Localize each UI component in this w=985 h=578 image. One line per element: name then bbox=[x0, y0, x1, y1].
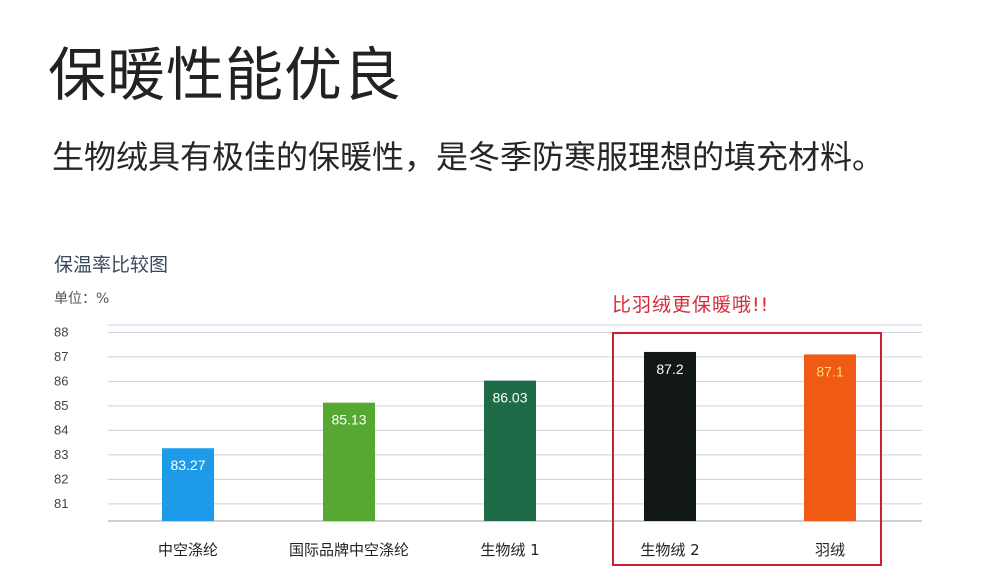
bar bbox=[804, 354, 856, 521]
y-tick-label: 81 bbox=[54, 496, 68, 511]
y-tick-label: 85 bbox=[54, 398, 68, 413]
y-tick-label: 86 bbox=[54, 373, 68, 388]
chart-title: 保温率比较图 bbox=[54, 254, 169, 276]
bar-value-label: 83.27 bbox=[170, 457, 205, 473]
bar-value-label: 87.2 bbox=[656, 361, 683, 377]
highlight-box bbox=[612, 332, 882, 566]
page-title: 保暖性能优良 bbox=[48, 41, 403, 109]
x-tick-label: 生物绒 2 bbox=[640, 541, 699, 559]
x-tick-label: 生物绒 1 bbox=[480, 541, 539, 559]
bar bbox=[644, 351, 696, 521]
x-tick-label: 国际品牌中空涤纶 bbox=[289, 541, 409, 559]
bar bbox=[162, 448, 214, 521]
y-tick-label: 88 bbox=[54, 324, 68, 339]
x-tick-label: 中空涤纶 bbox=[158, 541, 218, 559]
y-tick-label: 87 bbox=[54, 349, 68, 364]
bar bbox=[484, 380, 536, 521]
y-tick-label: 84 bbox=[54, 422, 68, 437]
page-subtitle: 生物绒具有极佳的保暖性，是冬季防寒服理想的填充材料。 bbox=[52, 138, 885, 176]
unit-label: 单位：% bbox=[54, 291, 110, 307]
annotation-text: 比羽绒更保暖哦!! bbox=[612, 294, 770, 316]
bar-value-label: 85.13 bbox=[331, 412, 366, 428]
bar-value-label: 86.03 bbox=[492, 390, 527, 406]
x-tick-label: 羽绒 bbox=[815, 541, 845, 559]
bar bbox=[323, 402, 375, 521]
y-tick-label: 83 bbox=[54, 447, 68, 462]
y-tick-label: 82 bbox=[54, 471, 68, 486]
bar-value-label: 87.1 bbox=[816, 363, 843, 379]
